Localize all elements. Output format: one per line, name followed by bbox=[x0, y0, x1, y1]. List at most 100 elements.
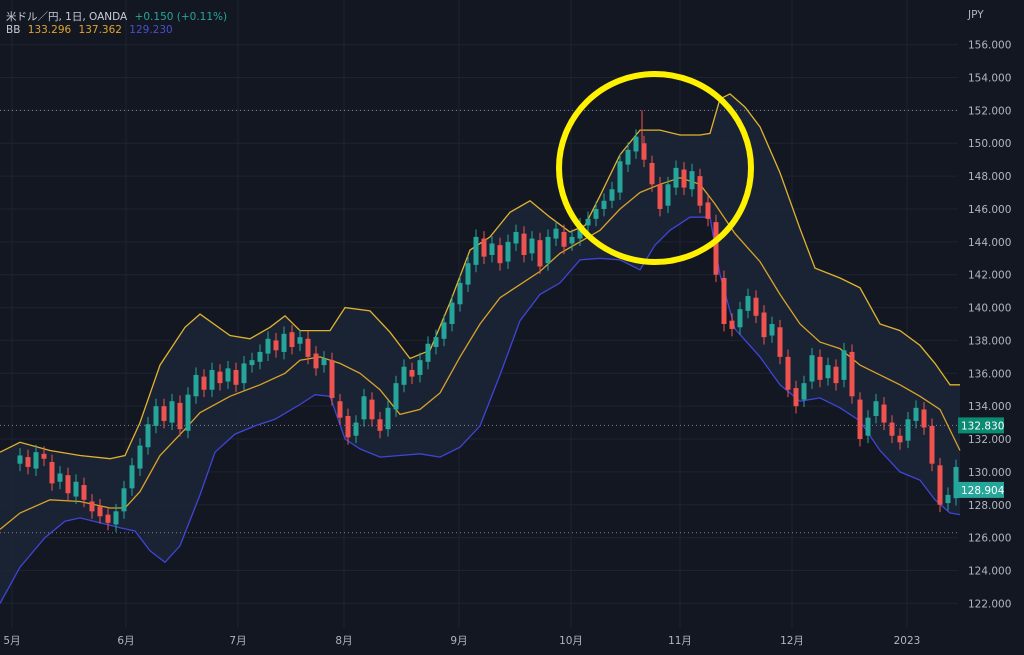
y-tick-label: 136.000 bbox=[968, 368, 1011, 380]
candle-down bbox=[537, 240, 543, 267]
candle-down bbox=[521, 233, 527, 255]
candle-up bbox=[945, 494, 951, 504]
candle-down bbox=[705, 202, 711, 219]
current-price-tag: 132.830 bbox=[961, 420, 1004, 432]
candle-up bbox=[433, 337, 439, 348]
candle-down bbox=[681, 169, 687, 188]
legend-symbol-row: 米ドル／円, 1日, OANDA +0.150 (+0.11%) bbox=[6, 9, 231, 24]
y-tick-label: 132.000 bbox=[968, 434, 1011, 446]
candle-down bbox=[697, 176, 703, 206]
candle-up bbox=[297, 337, 303, 344]
candle-up bbox=[193, 374, 199, 397]
candle-up bbox=[601, 200, 607, 209]
candle-down bbox=[793, 388, 799, 407]
candle-up bbox=[417, 360, 423, 375]
candle-up bbox=[577, 225, 583, 239]
candle-up bbox=[953, 466, 959, 499]
candle-up bbox=[241, 363, 247, 384]
candle-up bbox=[529, 238, 535, 254]
candle-down bbox=[721, 277, 727, 324]
candle-down bbox=[345, 416, 351, 438]
last-price-tag: 128.904 bbox=[961, 485, 1005, 497]
candle-down bbox=[657, 184, 663, 209]
candle-up bbox=[449, 302, 455, 324]
candle-down bbox=[313, 353, 319, 369]
indicator-label[interactable]: BB bbox=[6, 24, 21, 36]
y-tick-label: 148.000 bbox=[968, 171, 1011, 183]
candle-up bbox=[905, 419, 911, 441]
candle-up bbox=[361, 396, 367, 420]
y-tick-label: 154.000 bbox=[968, 73, 1011, 85]
bb-upper-value: 137.362 bbox=[78, 24, 122, 36]
candle-up bbox=[57, 473, 63, 482]
candle-up bbox=[673, 167, 679, 188]
candle-down bbox=[337, 401, 343, 418]
candle-up bbox=[769, 324, 775, 336]
bb-mid-value: 133.296 bbox=[27, 24, 72, 36]
last-price-tag-bg bbox=[958, 481, 1004, 498]
candle-up bbox=[385, 407, 391, 430]
candle-down bbox=[649, 162, 655, 185]
candle-up bbox=[737, 309, 743, 328]
highlight-circle bbox=[556, 71, 754, 265]
candle-down bbox=[65, 475, 71, 494]
y-tick-label: 156.000 bbox=[968, 40, 1011, 52]
x-tick-label: 7月 bbox=[229, 635, 246, 647]
candle-up bbox=[489, 243, 495, 255]
candle-down bbox=[777, 327, 783, 357]
candle-down bbox=[897, 435, 903, 443]
candle-down bbox=[369, 399, 375, 420]
x-tick-label: 12月 bbox=[780, 635, 804, 647]
candle-down bbox=[849, 351, 855, 397]
candle-down bbox=[641, 143, 647, 160]
candle-up bbox=[281, 333, 287, 352]
y-tick-label: 134.000 bbox=[968, 401, 1011, 413]
candle-up bbox=[17, 455, 23, 464]
x-tick-label: 5月 bbox=[3, 635, 20, 647]
candle-up bbox=[865, 417, 871, 436]
candle-up bbox=[809, 355, 815, 382]
candle-up bbox=[353, 422, 359, 436]
candle-down bbox=[713, 222, 719, 275]
candle-up bbox=[689, 171, 695, 190]
candle-up bbox=[825, 365, 831, 379]
candle-down bbox=[929, 425, 935, 464]
bb-lower-line bbox=[0, 216, 961, 604]
candle-down bbox=[217, 371, 223, 384]
candle-up bbox=[841, 350, 847, 380]
time-axis[interactable]: 5月 6月 7月 8月 9月 10月 11月 12月 2023 bbox=[3, 635, 920, 647]
currency-label: JPY bbox=[967, 9, 984, 21]
candle-up bbox=[393, 383, 399, 410]
candle-down bbox=[561, 231, 567, 247]
price-axis[interactable]: 122.000 124.000 126.000 128.000 130.000 132.0… bbox=[958, 40, 1011, 611]
candle-up bbox=[609, 189, 615, 201]
y-tick-label: 146.000 bbox=[968, 204, 1011, 216]
symbol-label[interactable]: 米ドル／円, 1日, OANDA bbox=[6, 11, 128, 23]
candle-up bbox=[465, 263, 471, 285]
candle-up bbox=[505, 241, 511, 262]
candle-up bbox=[441, 322, 447, 339]
candle-down bbox=[937, 465, 943, 505]
candle-up bbox=[225, 368, 231, 382]
y-tick-label: 150.000 bbox=[968, 138, 1011, 150]
candle-up bbox=[873, 401, 879, 417]
candle-up bbox=[801, 383, 807, 400]
candle-up bbox=[33, 452, 39, 469]
candle-down bbox=[833, 366, 839, 384]
candle-down bbox=[377, 419, 383, 431]
candle-down bbox=[817, 356, 823, 380]
candle-down bbox=[329, 360, 335, 398]
candle-down bbox=[49, 462, 55, 484]
candle-up bbox=[625, 149, 631, 165]
candle-up bbox=[569, 236, 575, 244]
y-tick-label: 122.000 bbox=[968, 598, 1011, 610]
candle-down bbox=[785, 356, 791, 390]
candle-up bbox=[249, 360, 255, 366]
candle-up bbox=[257, 351, 263, 362]
bb-lower-value: 129.230 bbox=[129, 24, 173, 36]
candle-down bbox=[881, 404, 887, 423]
candle-up bbox=[145, 424, 151, 448]
candle-down bbox=[201, 376, 207, 390]
